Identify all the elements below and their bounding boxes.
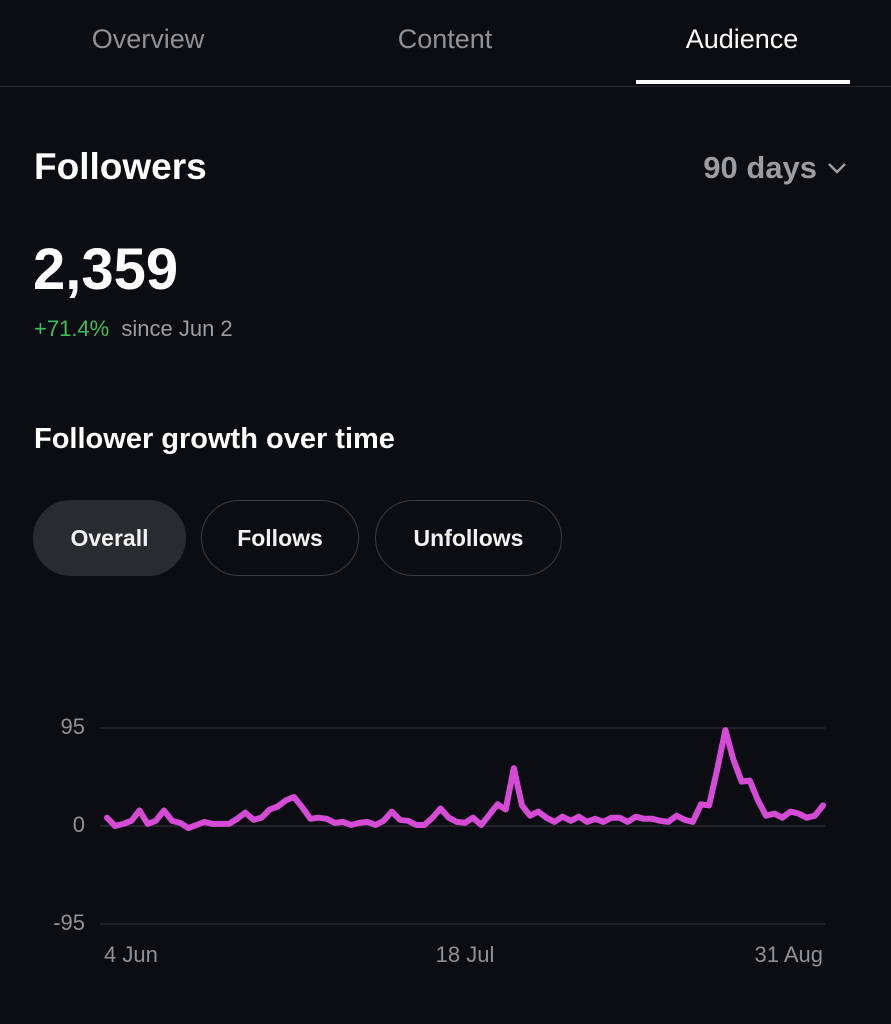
title: Followers bbox=[34, 146, 207, 187]
period-label: 90 days bbox=[703, 150, 817, 185]
filter-pill[interactable]: Unfollows bbox=[375, 500, 562, 576]
period-select[interactable]: 90 days bbox=[703, 150, 847, 186]
line-series bbox=[104, 727, 826, 832]
chart: -95 0 95 4 Jun 18 Jul 31 Aug bbox=[53, 714, 826, 967]
x-tick-label: 18 Jul bbox=[436, 942, 495, 967]
y-tick-label: 95 bbox=[61, 714, 85, 739]
filter-pill[interactable]: Overall bbox=[33, 500, 186, 576]
x-tick-label: 4 Jun bbox=[104, 942, 158, 967]
y-tick-label: 0 bbox=[73, 812, 85, 837]
x-tick-label: 31 Aug bbox=[754, 942, 823, 967]
chevron-icon bbox=[828, 163, 846, 174]
tab[interactable]: Audience bbox=[685, 24, 799, 54]
y-tick-label: -95 bbox=[53, 910, 85, 935]
tab-indicator bbox=[636, 80, 850, 84]
follower-count: 2,359 bbox=[33, 237, 179, 302]
divider bbox=[0, 86, 891, 87]
tab[interactable]: Overview bbox=[91, 24, 205, 54]
change-value: +71.4% bbox=[34, 316, 110, 341]
change-row: +71.4% since Jun 2 bbox=[34, 316, 233, 342]
tab[interactable]: Content bbox=[397, 24, 493, 54]
filter-pill[interactable]: Follows bbox=[201, 500, 359, 576]
section-title: Follower growth over time bbox=[34, 423, 395, 455]
change-since: since Jun 2 bbox=[121, 316, 233, 341]
